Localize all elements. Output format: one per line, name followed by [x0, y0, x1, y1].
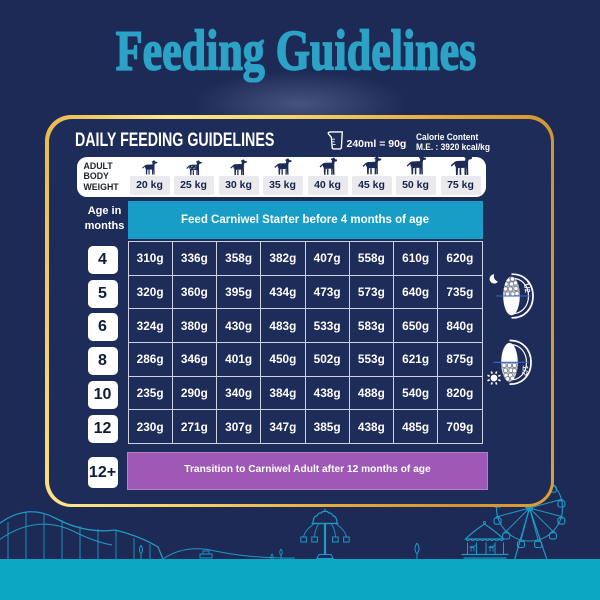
svg-text:1/2: 1/2 [522, 282, 533, 294]
svg-text:1/2: 1/2 [520, 365, 530, 376]
